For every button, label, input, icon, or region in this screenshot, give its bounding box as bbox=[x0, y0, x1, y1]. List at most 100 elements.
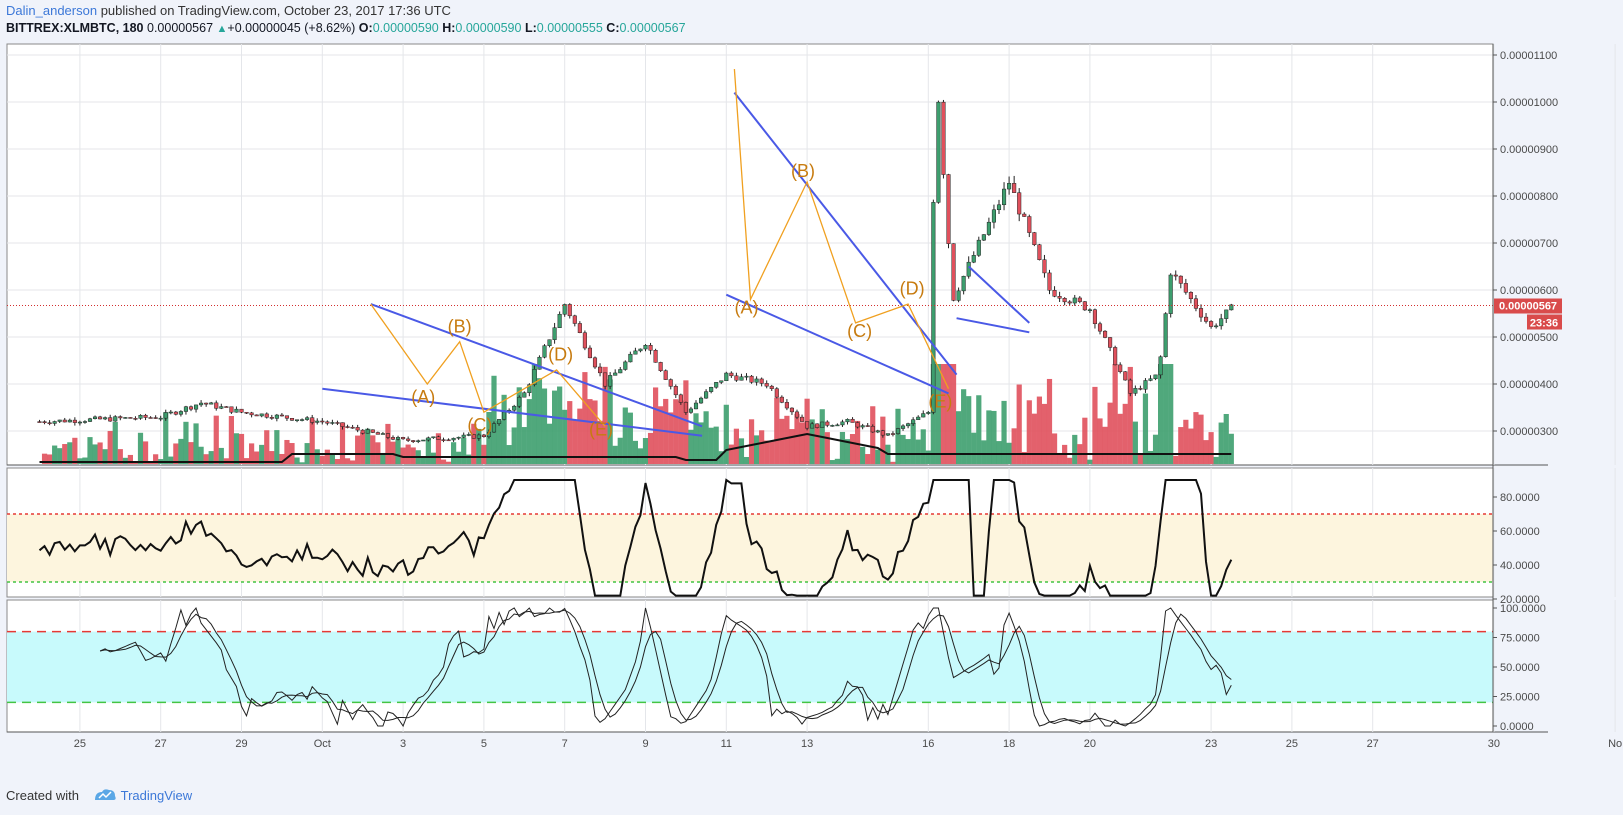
candle-body bbox=[673, 386, 678, 396]
volume-bar bbox=[319, 455, 325, 464]
volume-bar bbox=[1102, 426, 1108, 464]
volume-bar bbox=[890, 461, 896, 464]
candle-body bbox=[577, 323, 582, 333]
volume-bar bbox=[602, 366, 608, 464]
volume-bar bbox=[259, 444, 265, 464]
candle-body bbox=[128, 417, 133, 419]
candle-body bbox=[901, 425, 906, 429]
volume-bar bbox=[370, 435, 376, 464]
candle-body bbox=[557, 313, 562, 328]
candle-body bbox=[1012, 183, 1017, 193]
candle-body bbox=[249, 412, 254, 416]
volume-bar bbox=[309, 419, 315, 464]
time-tick-label: 16 bbox=[922, 738, 934, 750]
candle-body bbox=[199, 402, 204, 406]
volume-bar bbox=[284, 439, 290, 464]
trendline-lower-1 bbox=[322, 387, 703, 437]
candle-body bbox=[335, 422, 340, 424]
candle-body bbox=[385, 433, 390, 438]
time-tick-label: 3 bbox=[400, 738, 406, 750]
volume-bar bbox=[986, 410, 992, 464]
volume-bar bbox=[127, 454, 133, 464]
last-price: 0.00000567 bbox=[147, 21, 214, 35]
volume-bar bbox=[789, 429, 795, 464]
candle-body bbox=[668, 379, 673, 387]
candle-body bbox=[204, 402, 209, 405]
volume-bar bbox=[107, 430, 113, 464]
rsi-line bbox=[38, 478, 1233, 597]
stoch-tick-label: 50.0000 bbox=[1500, 662, 1540, 674]
candle-body bbox=[1229, 304, 1234, 311]
high-value: 0.00000590 bbox=[455, 21, 522, 35]
candle-body bbox=[1173, 274, 1178, 277]
candle-body bbox=[709, 386, 714, 392]
candle-body bbox=[1103, 330, 1108, 338]
volume-bar bbox=[279, 453, 285, 464]
candle-body bbox=[194, 404, 199, 410]
volume-bar bbox=[1051, 433, 1058, 464]
price-tick-label: 0.00001100 bbox=[1500, 50, 1557, 62]
candle-body bbox=[476, 434, 481, 439]
volume-bar bbox=[976, 395, 982, 464]
volume-bar bbox=[632, 440, 638, 464]
candle-body bbox=[340, 422, 345, 427]
candle-body bbox=[42, 421, 47, 424]
candle-body bbox=[87, 418, 93, 422]
candle-body bbox=[1108, 337, 1113, 348]
volume-bar bbox=[1158, 364, 1164, 464]
candle-body bbox=[951, 243, 956, 301]
volume-bar bbox=[541, 388, 548, 464]
candle-body bbox=[921, 413, 926, 418]
candle-body bbox=[163, 412, 168, 419]
volume-bar bbox=[213, 415, 219, 464]
volume-bar bbox=[546, 423, 553, 464]
volume-bar bbox=[410, 447, 416, 464]
wave-label: (D) bbox=[548, 345, 573, 365]
volume-bar bbox=[466, 454, 472, 464]
candle-body bbox=[618, 369, 623, 374]
candle-body bbox=[931, 202, 936, 413]
candle-body bbox=[224, 406, 229, 408]
volume-bar bbox=[1072, 434, 1078, 464]
time-tick-label: 7 bbox=[562, 738, 568, 750]
candle-body bbox=[62, 419, 67, 423]
volume-bar bbox=[784, 415, 790, 464]
volume-bar bbox=[1036, 396, 1042, 464]
candle-body bbox=[845, 418, 850, 423]
stoch-d-line bbox=[99, 609, 1232, 725]
candle-body bbox=[794, 411, 800, 418]
candle-body bbox=[441, 439, 446, 441]
time-tick-label: 23 bbox=[1205, 738, 1217, 750]
candle-body bbox=[1224, 309, 1229, 319]
volume-bar bbox=[47, 454, 53, 464]
candle-body bbox=[1092, 309, 1098, 325]
candle-body bbox=[704, 391, 709, 399]
candle-body bbox=[986, 221, 991, 235]
candle-body bbox=[1123, 371, 1128, 381]
volume-bar bbox=[153, 454, 159, 464]
volume-bar bbox=[809, 419, 815, 464]
tradingview-link[interactable]: TradingView bbox=[120, 788, 193, 803]
candle-body bbox=[587, 347, 593, 359]
candle-body bbox=[784, 402, 789, 409]
author-link[interactable]: Dalin_anderson bbox=[6, 3, 98, 18]
volume-bar bbox=[834, 458, 840, 464]
volume-bar bbox=[950, 364, 957, 464]
volume-bar bbox=[365, 428, 371, 464]
volume-bar bbox=[774, 397, 780, 464]
candle-body bbox=[209, 402, 214, 405]
candle-body bbox=[82, 421, 88, 423]
wave-label: (E) bbox=[589, 420, 613, 440]
volume-bar bbox=[238, 433, 245, 464]
volume-bar bbox=[1208, 432, 1214, 464]
candle-body bbox=[1138, 388, 1143, 390]
volume-bar bbox=[577, 408, 583, 464]
volume-bar bbox=[72, 437, 78, 464]
candle-body bbox=[936, 101, 941, 203]
candle-body bbox=[491, 423, 497, 433]
last-price-tag bbox=[1494, 298, 1562, 314]
price-tick-label: 0.00000500 bbox=[1500, 332, 1558, 344]
candle-body bbox=[370, 429, 375, 433]
candle-body bbox=[562, 304, 567, 315]
